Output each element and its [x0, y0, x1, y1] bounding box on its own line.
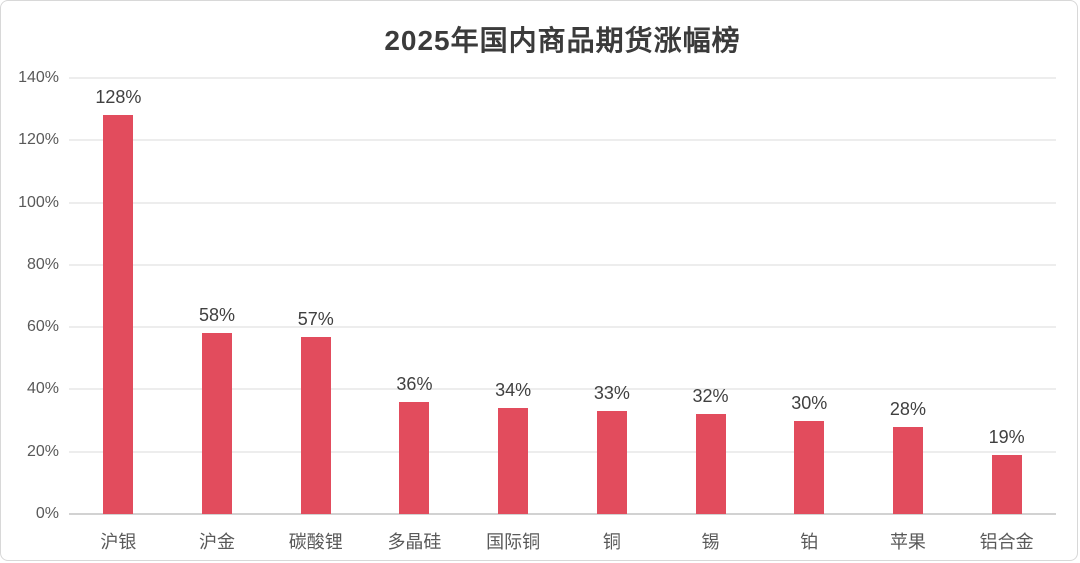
data-label: 28%	[889, 398, 926, 419]
gridline	[69, 139, 1056, 142]
x-axis-category-label: 沪银	[100, 532, 137, 552]
y-axis-tick-label: 120%	[18, 131, 59, 149]
bar-铜	[596, 411, 627, 514]
bar-沪金	[202, 333, 233, 514]
bar-铝合金	[991, 454, 1022, 514]
x-axis-category-label: 碳酸锂	[288, 532, 343, 552]
data-label: 32%	[692, 386, 729, 407]
x-axis-category-label: 国际铜	[486, 532, 541, 552]
gridline	[69, 263, 1056, 266]
data-label: 36%	[396, 373, 433, 394]
bar-多晶硅	[399, 401, 430, 514]
data-label: 30%	[791, 392, 828, 413]
x-axis-category-label: 铜	[602, 532, 621, 552]
data-label: 128%	[95, 87, 142, 108]
bar-国际铜	[498, 408, 529, 514]
data-label: 58%	[199, 305, 236, 326]
y-axis-tick-label: 60%	[26, 318, 59, 336]
gridline	[69, 77, 1056, 79]
x-axis-line	[69, 513, 1056, 515]
y-axis-tick-label: 100%	[18, 193, 59, 211]
bar-锡	[695, 414, 726, 514]
data-label: 19%	[988, 426, 1025, 447]
gridline	[69, 388, 1056, 391]
chart-title: 2025年国内商品期货涨幅榜	[384, 25, 741, 56]
plot-area: 128% 沪银 58% 沪金 57% 碳酸锂 36% 多晶硅 34% 国际铜 33% 铜 32% 锡 30%…	[69, 77, 1056, 552]
gridline	[69, 450, 1056, 453]
bar-铂	[794, 420, 825, 514]
bar-碳酸锂	[300, 336, 331, 514]
y-axis-tick-label: 140%	[18, 69, 59, 86]
y-axis-tick-label: 40%	[26, 380, 59, 398]
x-axis-category-label: 多晶硅	[387, 532, 442, 552]
x-axis-category-label: 苹果	[889, 532, 926, 552]
bar-沪银	[103, 115, 134, 514]
gridline	[69, 326, 1056, 329]
x-axis-category-label: 锡	[701, 532, 720, 552]
x-axis-category-label: 铂	[800, 532, 819, 552]
y-axis-tick-label: 0%	[35, 505, 59, 522]
x-axis-category-label: 铝合金	[979, 532, 1034, 552]
x-axis-category-label: 沪金	[199, 532, 236, 552]
y-axis: 0% 20% 40% 60% 80% 100% 120% 140%	[1, 69, 59, 522]
data-label: 57%	[297, 308, 334, 329]
data-label: 34%	[495, 380, 532, 401]
data-label: 33%	[593, 383, 630, 404]
bar-苹果	[892, 426, 923, 514]
y-axis-tick-label: 80%	[26, 255, 59, 273]
gridline	[69, 201, 1056, 204]
y-axis-tick-label: 20%	[26, 442, 59, 460]
